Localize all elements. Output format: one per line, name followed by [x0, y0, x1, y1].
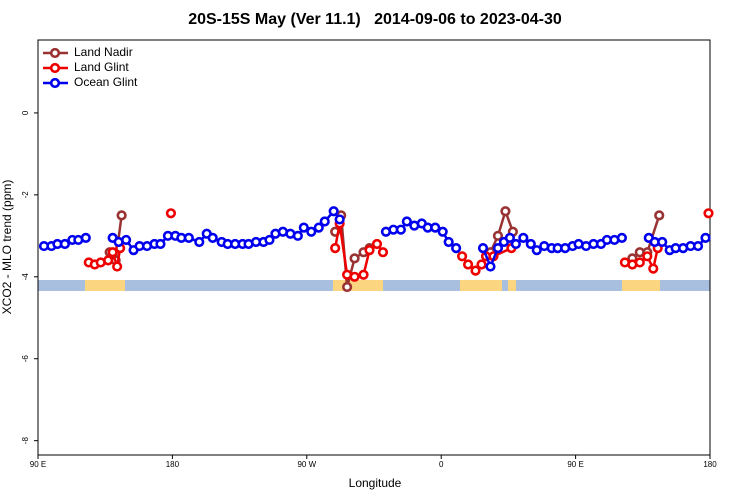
data-point [371, 238, 383, 250]
data-point [477, 243, 489, 254]
data-point [194, 236, 205, 248]
data-point [121, 234, 132, 246]
data-point [430, 222, 441, 233]
data-point [349, 271, 360, 282]
legend-marker [49, 77, 61, 89]
x-tick-label: 90 E [567, 460, 583, 469]
x-axis-label: Longitude [349, 476, 402, 490]
y-axis-label: XCO2 - MLO trend (ppm) [0, 180, 14, 315]
data-point [470, 265, 481, 276]
data-point [457, 251, 468, 262]
y-tick-label: -2 [21, 191, 30, 199]
data-point [330, 243, 341, 254]
data-point [103, 255, 114, 266]
data-point [342, 281, 353, 293]
data-point [657, 236, 668, 248]
data-point [518, 232, 529, 243]
data-point [298, 222, 309, 233]
x-tick-label: 90 E [30, 460, 46, 469]
data-point [116, 210, 127, 221]
data-point [155, 238, 166, 250]
legend-label: Land Glint [74, 60, 129, 74]
data-point [642, 251, 653, 262]
data-point [377, 247, 389, 258]
data-point [306, 226, 317, 237]
data-point [364, 245, 375, 256]
data-point [112, 261, 123, 272]
land-patch [85, 280, 125, 291]
land-patch [333, 280, 383, 291]
data-point [264, 234, 275, 246]
surface-strip [38, 280, 710, 291]
data-point [349, 253, 360, 264]
data-point [334, 214, 345, 225]
legend-marker [49, 47, 61, 59]
data-point [703, 208, 714, 219]
data-point [319, 216, 330, 227]
x-tick-label: 180 [703, 460, 717, 469]
data-point [648, 263, 659, 274]
data-point [616, 232, 627, 243]
data-point [492, 230, 504, 241]
series-line [89, 213, 709, 276]
data-point [292, 230, 303, 241]
data-point [531, 245, 542, 256]
x-tick-label: 90 W [297, 460, 316, 469]
legend-marker [49, 62, 61, 74]
plot-frame [37, 39, 711, 456]
y-tick-label: 0 [21, 110, 30, 115]
data-point [492, 243, 504, 254]
data-point [401, 216, 412, 227]
x-tick-label: 180 [166, 460, 180, 469]
land-patch [622, 280, 660, 291]
data-point [451, 243, 462, 254]
data-point [358, 269, 369, 280]
data-point [485, 261, 496, 272]
y-tick-label: -8 [21, 437, 30, 445]
data-point [313, 222, 324, 233]
land-patch [508, 280, 516, 291]
data-point [207, 232, 218, 243]
data-point [80, 232, 91, 243]
data-point [500, 206, 511, 217]
data-point [634, 257, 645, 268]
land-patch [460, 280, 502, 291]
y-tick-label: -4 [21, 273, 30, 281]
data-point [654, 210, 665, 221]
data-point [462, 259, 474, 270]
x-tick-label: 0 [439, 460, 444, 469]
data-point [525, 238, 536, 250]
chart-title: 20S-15S May (Ver 11.1) 2014-09-06 to 202… [188, 11, 562, 28]
legend-label: Land Nadir [74, 45, 133, 59]
data-point [443, 236, 454, 248]
data-point [476, 259, 487, 270]
data-point [700, 232, 711, 243]
data-point [107, 247, 118, 258]
data-point [437, 226, 448, 237]
data-point [328, 206, 339, 217]
data-point [59, 238, 70, 250]
data-point [692, 240, 704, 252]
y-tick-label: -6 [21, 355, 30, 363]
data-point [183, 232, 194, 243]
data-point [395, 224, 406, 235]
data-point [504, 232, 515, 243]
legend-label: Ocean Glint [74, 75, 138, 89]
data-point [510, 238, 521, 250]
data-point [165, 208, 177, 219]
